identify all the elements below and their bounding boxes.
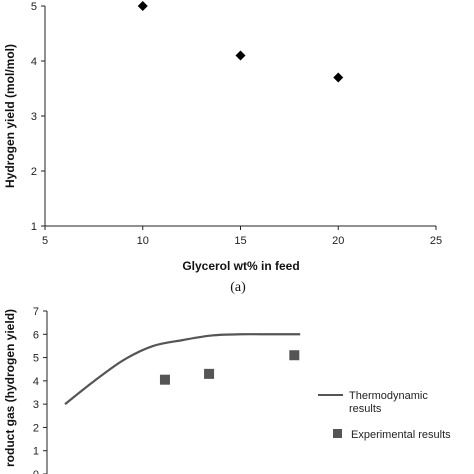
chart-a-y-tick-label: 3	[31, 111, 37, 123]
chart-b-y-tick-label: 0	[33, 469, 39, 474]
chart-b-y-tick-label: 2	[33, 422, 39, 434]
chart-a-y-tick-label: 5	[31, 1, 37, 13]
chart-b-y-tick-label: 7	[33, 306, 39, 318]
legend-thermodynamic-label: Thermodynamic results	[349, 390, 428, 415]
chart-a-points	[137, 1, 344, 83]
chart-b-experimental-point	[159, 374, 170, 385]
chart-b-y-tick-label: 5	[33, 353, 39, 365]
chart-b-y-tick-label: 1	[33, 446, 39, 458]
chart-a-x-tick-label: 25	[430, 235, 442, 247]
chart-b-series	[64, 333, 301, 406]
chart-a-caption: (a)	[230, 280, 246, 295]
chart-a-x-ticks: 5 10 15 20 25	[42, 226, 442, 247]
legend-experimental-label: Experimental results	[351, 429, 451, 441]
chart-a-y-axis-title: Hydrogen yield (mol/mol)	[3, 44, 17, 188]
chart-a-x-tick-label: 10	[137, 235, 149, 247]
chart-a-x-tick-label: 15	[234, 235, 246, 247]
chart-b-thermodynamic-line	[64, 333, 301, 406]
chart-a-x-tick-label: 5	[42, 235, 48, 247]
chart-b-legend: Thermodynamic results Experimental result…	[318, 390, 451, 441]
chart-b-experimental-point	[289, 350, 300, 361]
chart-a-y-tick-label: 1	[31, 221, 37, 233]
chart-b: 0 1 2 3 4 5 6 7 roduct gas (hydrogen yield) The…	[3, 306, 451, 474]
chart-a-x-axis-title: Glycerol wt% in feed	[182, 259, 299, 273]
chart-a-y-ticks: 1 2 3 4 5	[31, 1, 45, 233]
chart-a: 1 2 3 4 5 5 10 15 20 25 Hydrogen yield (mol/mol)…	[3, 1, 442, 295]
chart-a-data-point	[235, 50, 246, 61]
chart-a-data-point	[137, 1, 148, 11]
legend-experimental-swatch	[333, 429, 342, 438]
chart-b-y-tick-label: 4	[33, 376, 39, 388]
chart-a-data-point	[333, 72, 344, 83]
chart-a-y-tick-label: 4	[31, 56, 37, 68]
chart-b-y-tick-label: 3	[33, 399, 39, 411]
chart-a-x-tick-label: 20	[332, 235, 344, 247]
chart-a-y-tick-label: 2	[31, 166, 37, 178]
chart-b-y-tick-label: 6	[33, 329, 39, 341]
chart-b-y-ticks: 0 1 2 3 4 5 6 7	[33, 306, 47, 474]
chart-b-y-axis-title: roduct gas (hydrogen yield)	[3, 309, 17, 467]
chart-b-experimental-point	[204, 368, 215, 379]
